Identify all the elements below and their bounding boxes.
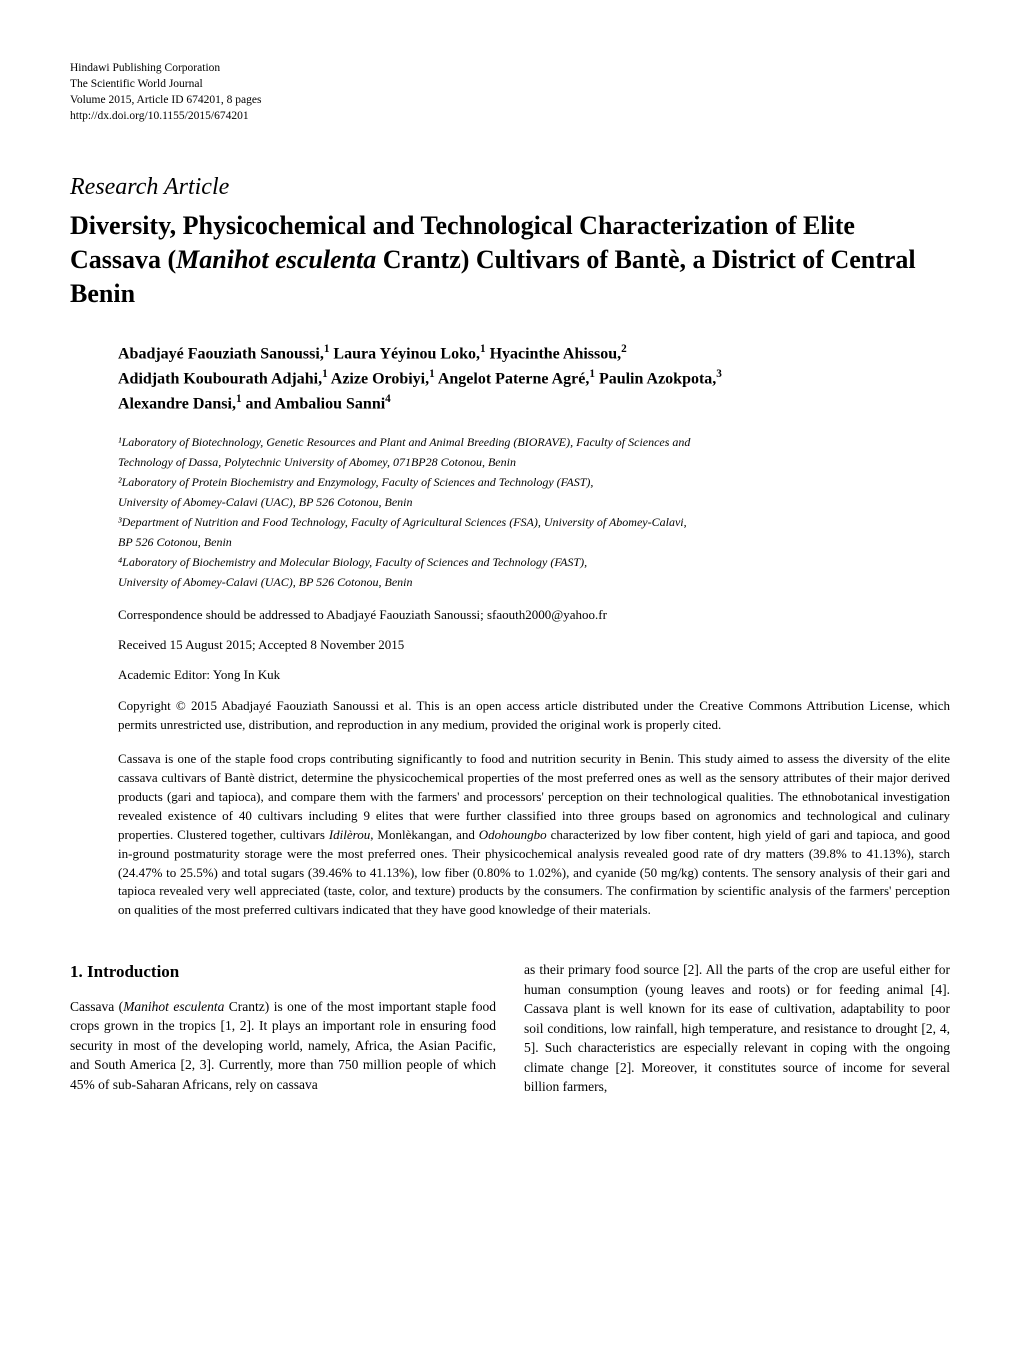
affiliation-2-line1: ²Laboratory of Protein Biochemistry and … (118, 473, 950, 491)
affiliation-3-line2: BP 526 Cotonou, Benin (118, 533, 950, 551)
right-column: as their primary food source [2]. All th… (524, 960, 950, 1097)
journal-header: Hindawi Publishing Corporation The Scien… (70, 60, 950, 124)
correspondence-info: Correspondence should be addressed to Ab… (70, 607, 950, 623)
section-1-title: 1. Introduction (70, 960, 496, 985)
doi-link: http://dx.doi.org/10.1155/2015/674201 (70, 108, 950, 124)
authors-line-1: Abadjayé Faouziath Sanoussi,1 Laura Yéyi… (118, 341, 950, 366)
affiliation-2-line2: University of Abomey-Calavi (UAC), BP 52… (118, 493, 950, 511)
affiliation-1-line2: Technology of Dassa, Polytechnic Univers… (118, 453, 950, 471)
journal-name: The Scientific World Journal (70, 76, 950, 92)
affiliations-list: ¹Laboratory of Biotechnology, Genetic Re… (70, 433, 950, 591)
body-content: 1. Introduction Cassava (Manihot esculen… (70, 960, 950, 1097)
introduction-paragraph-left: Cassava (Manihot esculenta Crantz) is on… (70, 997, 496, 1095)
volume-info: Volume 2015, Article ID 674201, 8 pages (70, 92, 950, 108)
article-type: Research Article (70, 174, 950, 201)
affiliation-4-line1: ⁴Laboratory of Biochemistry and Molecula… (118, 553, 950, 571)
authors-list: Abadjayé Faouziath Sanoussi,1 Laura Yéyi… (70, 341, 950, 417)
affiliation-3-line1: ³Department of Nutrition and Food Techno… (118, 513, 950, 531)
authors-line-3: Alexandre Dansi,1 and Ambaliou Sanni4 (118, 391, 950, 416)
authors-line-2: Adidjath Koubourath Adjahi,1 Azize Orobi… (118, 366, 950, 391)
publisher-name: Hindawi Publishing Corporation (70, 60, 950, 76)
affiliation-1-line1: ¹Laboratory of Biotechnology, Genetic Re… (118, 433, 950, 451)
academic-editor: Academic Editor: Yong In Kuk (70, 667, 950, 683)
publication-dates: Received 15 August 2015; Accepted 8 Nove… (70, 637, 950, 653)
introduction-paragraph-right: as their primary food source [2]. All th… (524, 960, 950, 1097)
abstract-text: Cassava is one of the staple food crops … (70, 750, 950, 920)
article-title: Diversity, Physicochemical and Technolog… (70, 209, 950, 310)
affiliation-4-line2: University of Abomey-Calavi (UAC), BP 52… (118, 573, 950, 591)
copyright-notice: Copyright © 2015 Abadjayé Faouziath Sano… (70, 697, 950, 735)
left-column: 1. Introduction Cassava (Manihot esculen… (70, 960, 496, 1097)
